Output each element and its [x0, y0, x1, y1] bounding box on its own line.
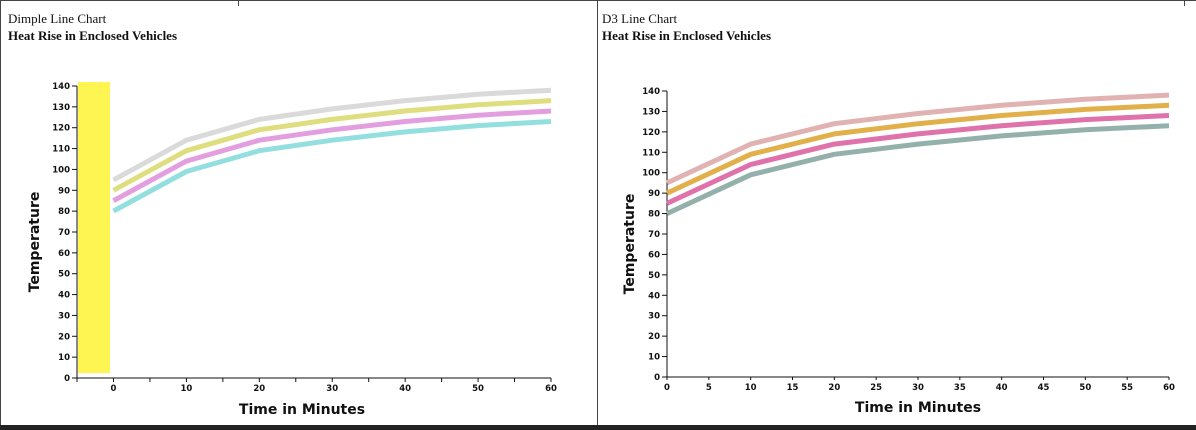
dimple-chart-panel: Dimple Line Chart Heat Rise in Enclosed … — [0, 0, 597, 426]
frame-tick-mark — [1184, 0, 1185, 6]
y-axis-title: Temperature — [622, 194, 638, 295]
x-tick-label: 30 — [326, 384, 338, 394]
y-tick-label: 70 — [58, 228, 70, 238]
y-tick-label: 30 — [58, 311, 70, 321]
x-axis: 0 10 20 30 40 50 60 — [76, 377, 557, 394]
panel-title: D3 Line Chart — [602, 11, 678, 26]
series-line-2 — [112, 98, 552, 193]
y-tick-label: 110 — [642, 148, 660, 158]
x-tick-label: 50 — [1079, 383, 1091, 393]
x-tick-label: 60 — [1163, 383, 1175, 393]
x-tick-label: 45 — [1038, 383, 1050, 393]
y-tick-label: 90 — [58, 186, 70, 196]
panel-subtitle: Heat Rise in Enclosed Vehicles — [602, 28, 772, 43]
y-tick-label: 100 — [52, 165, 70, 175]
bottom-border — [0, 425, 1196, 430]
y-tick-label: 80 — [58, 207, 70, 217]
y-tick-label: 120 — [52, 124, 70, 134]
panel-subtitle: Heat Rise in Enclosed Vehicles — [8, 28, 178, 43]
series-line-1 — [665, 92, 1170, 186]
series-line-4 — [665, 123, 1170, 216]
y-tick-label: 40 — [648, 291, 660, 301]
x-tick-label: 20 — [828, 383, 840, 393]
x-axis-title: Time in Minutes — [239, 402, 365, 418]
x-axis: 0 5 10 15 20 25 30 35 40 45 50 55 60 — [664, 376, 1175, 393]
x-tick-label: 55 — [1121, 383, 1133, 393]
y-tick-label: 60 — [58, 249, 70, 259]
y-tick-label: 80 — [648, 210, 660, 220]
x-tick-label: 15 — [787, 383, 799, 393]
x-tick-label: 0 — [111, 384, 117, 394]
y-tick-label: 140 — [642, 87, 660, 97]
x-tick-label: 10 — [180, 384, 192, 394]
series-line-1 — [112, 87, 552, 183]
series-group — [665, 92, 1170, 216]
series-group — [112, 87, 552, 214]
x-tick-label: 0 — [664, 383, 670, 393]
x-tick-label: 40 — [399, 384, 411, 394]
d3-chart-panel: D3 Line Chart Heat Rise in Enclosed Vehi… — [597, 0, 1196, 426]
y-axis: 0 10 20 30 40 50 60 70 80 90 100 110 120 130 140 — [52, 82, 78, 384]
y-tick-label: 130 — [52, 103, 70, 113]
x-tick-label: 40 — [996, 383, 1008, 393]
y-tick-label: 90 — [648, 189, 660, 199]
x-tick-label: 25 — [870, 383, 882, 393]
x-tick-label: 30 — [912, 383, 924, 393]
d3-line-chart: 0 10 20 30 40 50 60 70 80 90 100 110 120 130 140 0 5 10 15… — [622, 87, 1175, 416]
x-tick-label: 20 — [253, 384, 265, 394]
highlight-bar — [78, 82, 110, 373]
series-line-3 — [665, 113, 1170, 206]
y-tick-label: 50 — [58, 270, 70, 280]
series-line-4 — [112, 119, 552, 214]
y-tick-label: 50 — [648, 271, 660, 281]
y-axis-title: Temperature — [27, 192, 43, 293]
x-tick-label: 35 — [954, 383, 966, 393]
panel-title: Dimple Line Chart — [8, 11, 107, 26]
y-tick-label: 120 — [642, 128, 660, 138]
y-tick-label: 0 — [64, 374, 70, 384]
x-tick-label: 10 — [745, 383, 757, 393]
y-tick-label: 10 — [648, 353, 660, 363]
y-tick-label: 20 — [58, 332, 70, 342]
y-tick-label: 40 — [58, 291, 70, 301]
x-tick-label: 60 — [545, 384, 557, 394]
y-tick-label: 110 — [52, 145, 70, 155]
y-tick-label: 0 — [654, 373, 660, 383]
series-line-3 — [112, 108, 552, 203]
y-tick-label: 130 — [642, 107, 660, 117]
x-axis-title: Time in Minutes — [855, 400, 981, 416]
y-tick-label: 70 — [648, 230, 660, 240]
y-tick-label: 140 — [52, 82, 70, 92]
x-tick-label: 5 — [706, 383, 712, 393]
x-tick-label: 50 — [472, 384, 484, 394]
dimple-line-chart: 0 10 20 30 40 50 60 70 80 90 100 110 120 130 140 0 10 20 3… — [27, 82, 557, 418]
y-tick-label: 100 — [642, 169, 660, 179]
y-axis: 0 10 20 30 40 50 60 70 80 90 100 110 120 130 140 — [642, 87, 668, 383]
y-tick-label: 30 — [648, 312, 660, 322]
y-tick-label: 20 — [648, 332, 660, 342]
series-line-2 — [665, 102, 1170, 196]
y-tick-label: 10 — [58, 353, 70, 363]
frame-tick-mark — [238, 0, 239, 6]
y-tick-label: 60 — [648, 250, 660, 260]
